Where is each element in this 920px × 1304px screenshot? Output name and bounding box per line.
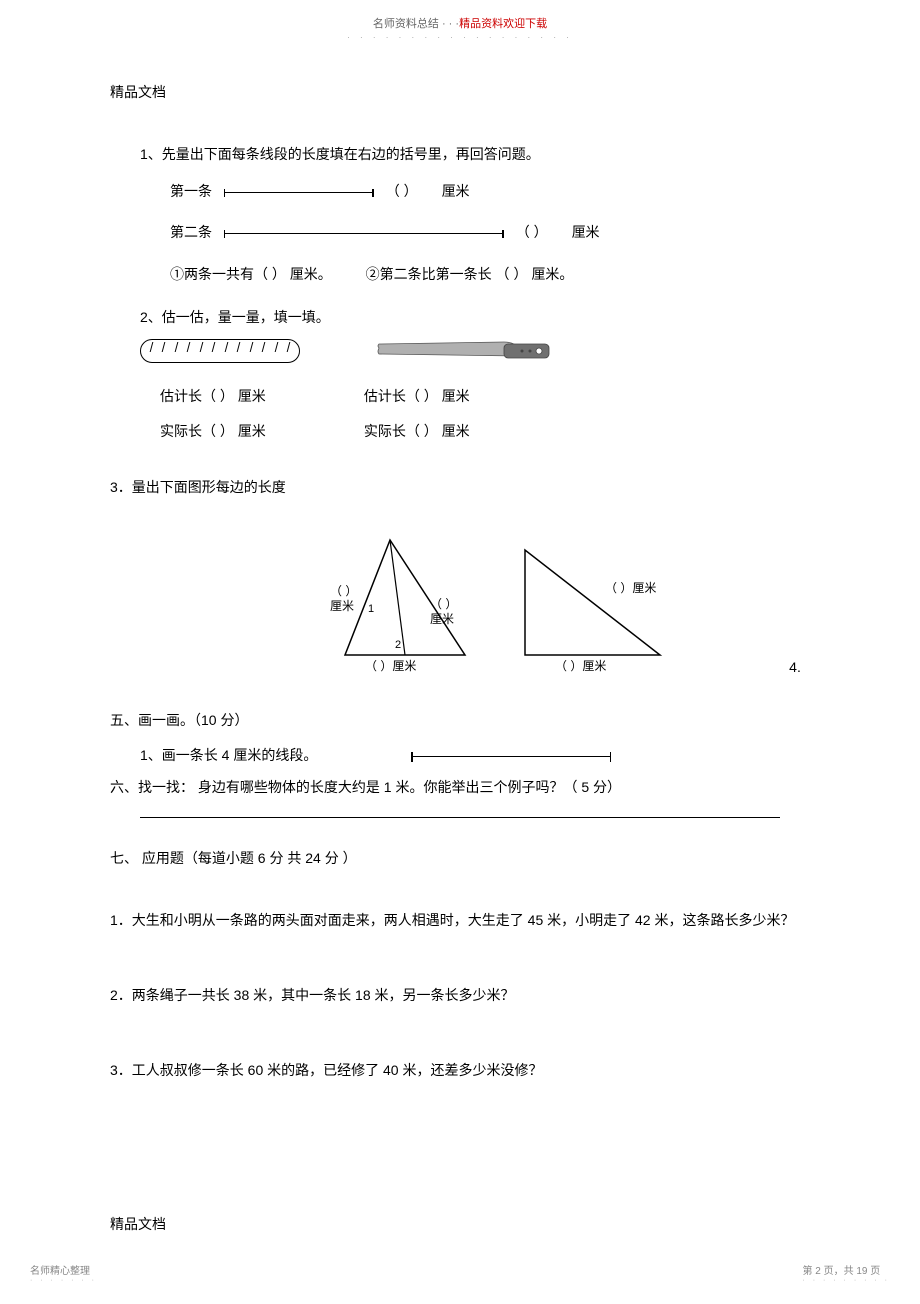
section-5-title: 五、画一画。（10 分）	[110, 710, 810, 730]
tri1-bottom: （ ）厘米	[365, 659, 416, 673]
q1-line2-blank: （ ）	[516, 224, 548, 240]
sec5-item1: 1、画一条长 4 厘米的线段。	[140, 747, 317, 763]
ruler-container	[140, 338, 370, 363]
knife-icon	[374, 338, 554, 364]
q1-subquestions: ①两条一共有（ ） 厘米。 ②第二条比第一条长 （ ） 厘米。	[140, 262, 810, 287]
sec5-item1-row: 1、画一条长 4 厘米的线段。	[110, 745, 810, 765]
line-segment-1	[224, 192, 374, 193]
doc-label-top: 精品文档	[110, 82, 810, 102]
shapes-container: （ ） 厘米 1 2 （ ） 厘米 （ ）厘米 （ ）厘米 （ ）厘米 4.	[110, 520, 810, 680]
question-3: 3．量出下面图形每边的长度 （ ） 厘米 1 2 （ ） 厘米 （ ）厘米 （ …	[110, 475, 810, 680]
q1-line1-blank: （ ）	[386, 183, 418, 199]
line-segment-2	[224, 233, 504, 234]
q2-est2: 估计长（ ） 厘米	[364, 384, 564, 409]
q2-measure-labels: 估计长（ ） 厘米 实际长（ ） 厘米 估计长（ ） 厘米 实际长（ ） 厘米	[140, 384, 810, 444]
sec7-p2: 2．两条绳子一共长 38 米，其中一条长 18 米，另一条长多少米？	[110, 983, 810, 1008]
q2-est1: 估计长（ ） 厘米	[160, 384, 360, 409]
q2-title: 2、估一估，量一量，填一填。	[140, 305, 810, 330]
q1-sub2: ②第二条比第一条长 （ ） 厘米。	[366, 266, 574, 282]
ruler-marks	[151, 342, 289, 352]
tri1-mark1: 1	[368, 603, 374, 615]
sec7-p1: 1．大生和小明从一条路的两头面对面走来，两人相遇时，大生走了 45 米，小明走了…	[110, 908, 810, 933]
question-2: 2、估一估，量一量，填一填。 估	[110, 305, 810, 445]
footer-right-dots: · · · · · · · · ·	[802, 1277, 890, 1284]
header-red-text: 精品资料欢迎下载	[459, 18, 547, 30]
footer-right: 第 2 页，共 19 页 · · · · · · · · ·	[802, 1262, 890, 1284]
q3-four: 4.	[750, 655, 840, 680]
question-1: 1、先量出下面每条线段的长度填在右边的括号里，再回答问题。 第一条 （ ） 厘米…	[110, 142, 810, 287]
header-dots: · · · · · · · · · · · · · · · · · ·	[0, 33, 920, 42]
q1-line1-unit: 厘米	[442, 183, 470, 199]
main-content: 精品文档 1、先量出下面每条线段的长度填在右边的括号里，再回答问题。 第一条 （…	[0, 42, 920, 1083]
section-6-title: 六、找一找： 身边有哪些物体的长度大约是 1 米。你能举出三个例子吗？（ 5 分…	[110, 777, 810, 797]
q2-objects-row	[140, 338, 810, 364]
ruler-icon	[140, 339, 300, 363]
q1-line2-label: 第二条	[170, 224, 212, 240]
draw-line-segment	[411, 756, 611, 757]
q2-act2: 实际长（ ） 厘米	[364, 419, 564, 444]
tri1-mark2: 2	[395, 639, 401, 651]
q1-line2-row: 第二条 （ ） 厘米	[140, 220, 810, 245]
doc-label-bottom: 精品文档	[110, 1214, 166, 1234]
footer-left: 名师精心整理 · · · · · · ·	[30, 1262, 97, 1284]
q2-col2: 估计长（ ） 厘米 实际长（ ） 厘米	[364, 384, 564, 444]
section-7-title: 七、 应用题（每道小题 6 分 共 24 分 ）	[110, 848, 810, 868]
header-black-text: 名师资料总结 · · ·	[373, 18, 459, 30]
footer-right-text: 第 2 页，共 19 页	[802, 1262, 890, 1277]
q1-sub1: ①两条一共有（ ） 厘米。	[170, 266, 332, 282]
tri1-mid-label: （ ）	[430, 597, 457, 611]
footer-left-text: 名师精心整理	[30, 1262, 97, 1277]
q1-title: 1、先量出下面每条线段的长度填在右边的括号里，再回答问题。	[140, 142, 810, 167]
tri1-mid-unit: 厘米	[430, 612, 454, 626]
sec7-p3: 3．工人叔叔修一条长 60 米的路，已经修了 40 米，还差多少米没修？	[110, 1058, 810, 1083]
triangles-svg: （ ） 厘米 1 2 （ ） 厘米 （ ）厘米 （ ）厘米 （ ）厘米	[330, 520, 710, 680]
q2-act1: 实际长（ ） 厘米	[160, 419, 360, 444]
q1-line2-unit: 厘米	[572, 224, 600, 240]
tri1-left-label: （ ）	[330, 584, 357, 598]
footer-left-dots: · · · · · · ·	[30, 1277, 97, 1284]
q1-line1-row: 第一条 （ ） 厘米	[140, 179, 810, 204]
tri2-right: （ ）厘米	[605, 581, 656, 595]
q1-line1-label: 第一条	[170, 183, 212, 199]
q2-col1: 估计长（ ） 厘米 实际长（ ） 厘米	[160, 384, 360, 444]
tri1-left-unit: 厘米	[330, 599, 354, 613]
page-header: 名师资料总结 · · ·精品资料欢迎下载	[0, 0, 920, 31]
tri2-bottom: （ ）厘米	[555, 659, 606, 673]
answer-blank-line	[140, 817, 780, 818]
q3-title: 3．量出下面图形每边的长度	[110, 475, 810, 500]
